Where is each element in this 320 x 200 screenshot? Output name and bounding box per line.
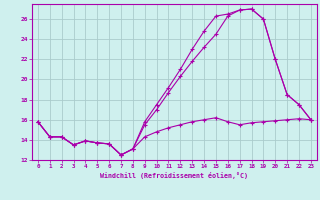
X-axis label: Windchill (Refroidissement éolien,°C): Windchill (Refroidissement éolien,°C) bbox=[100, 172, 248, 179]
